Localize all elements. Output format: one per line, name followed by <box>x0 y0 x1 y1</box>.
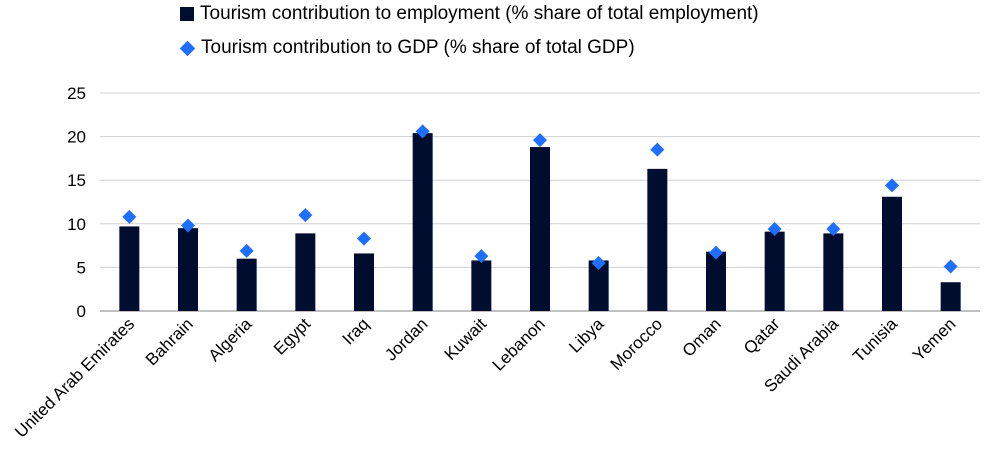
x-category-label: Kuwait <box>441 314 491 364</box>
legend-swatch-bar <box>180 7 194 21</box>
marker-gdp <box>709 245 723 260</box>
x-category-label: Morocco <box>607 314 667 374</box>
y-tick-label: 20 <box>67 128 86 147</box>
x-category-label: Egypt <box>270 314 314 358</box>
x-category-label: United Arab Emirates <box>11 314 138 441</box>
bar-employment <box>178 228 198 311</box>
marker-gdp <box>357 231 371 246</box>
y-tick-label: 5 <box>77 258 86 277</box>
bar-employment <box>647 168 668 311</box>
x-category-label: Lebanon <box>489 314 549 374</box>
bar-employment <box>706 251 726 311</box>
legend-item-gdp: Tourism contribution to GDP (% share of … <box>179 34 635 62</box>
marker-gdp <box>650 142 665 157</box>
bar-employment <box>119 226 140 311</box>
marker-gdp <box>885 178 899 193</box>
marker-gdp <box>415 124 430 139</box>
legend-label-gdp: Tourism contribution to GDP (% share of … <box>201 37 635 58</box>
bar-employment <box>530 147 550 311</box>
bar-employment <box>471 260 492 311</box>
bar-employment <box>588 260 609 311</box>
x-category-label: Libya <box>565 314 608 357</box>
x-category-label: Iraq <box>339 314 373 348</box>
x-category-label: Bahrain <box>142 314 197 369</box>
marker-gdp <box>591 256 606 271</box>
bar-employment <box>940 282 961 311</box>
y-tick-label: 0 <box>77 302 86 321</box>
y-tick-label: 10 <box>67 215 86 234</box>
marker-gdp <box>122 209 137 224</box>
legend-label-employment: Tourism contribution to employment (% sh… <box>200 3 759 24</box>
bar-employment <box>354 253 374 311</box>
bar-employment <box>882 196 902 311</box>
marker-gdp <box>474 249 489 264</box>
x-category-label: Algeria <box>205 314 256 365</box>
x-category-label: Jordan <box>381 314 431 364</box>
bar-employment <box>764 231 785 311</box>
marker-gdp <box>943 259 958 274</box>
x-category-label: Yemen <box>909 314 959 364</box>
y-tick-label: 25 <box>67 84 86 103</box>
bar-employment <box>295 233 316 311</box>
bar-employment <box>236 258 257 311</box>
bar-employment <box>412 133 433 311</box>
marker-gdp <box>533 133 547 148</box>
x-category-label: Tunisia <box>849 314 901 366</box>
y-tick-label: 15 <box>67 171 86 190</box>
x-category-label: Qatar <box>740 314 784 358</box>
legend-item-employment: Tourism contribution to employment (% sh… <box>180 0 759 28</box>
bar-employment <box>823 233 844 311</box>
marker-gdp <box>826 222 841 237</box>
marker-gdp <box>298 208 313 223</box>
marker-gdp <box>181 218 195 233</box>
marker-gdp <box>767 222 782 237</box>
x-category-label: Oman <box>679 314 725 360</box>
marker-gdp <box>239 243 254 258</box>
